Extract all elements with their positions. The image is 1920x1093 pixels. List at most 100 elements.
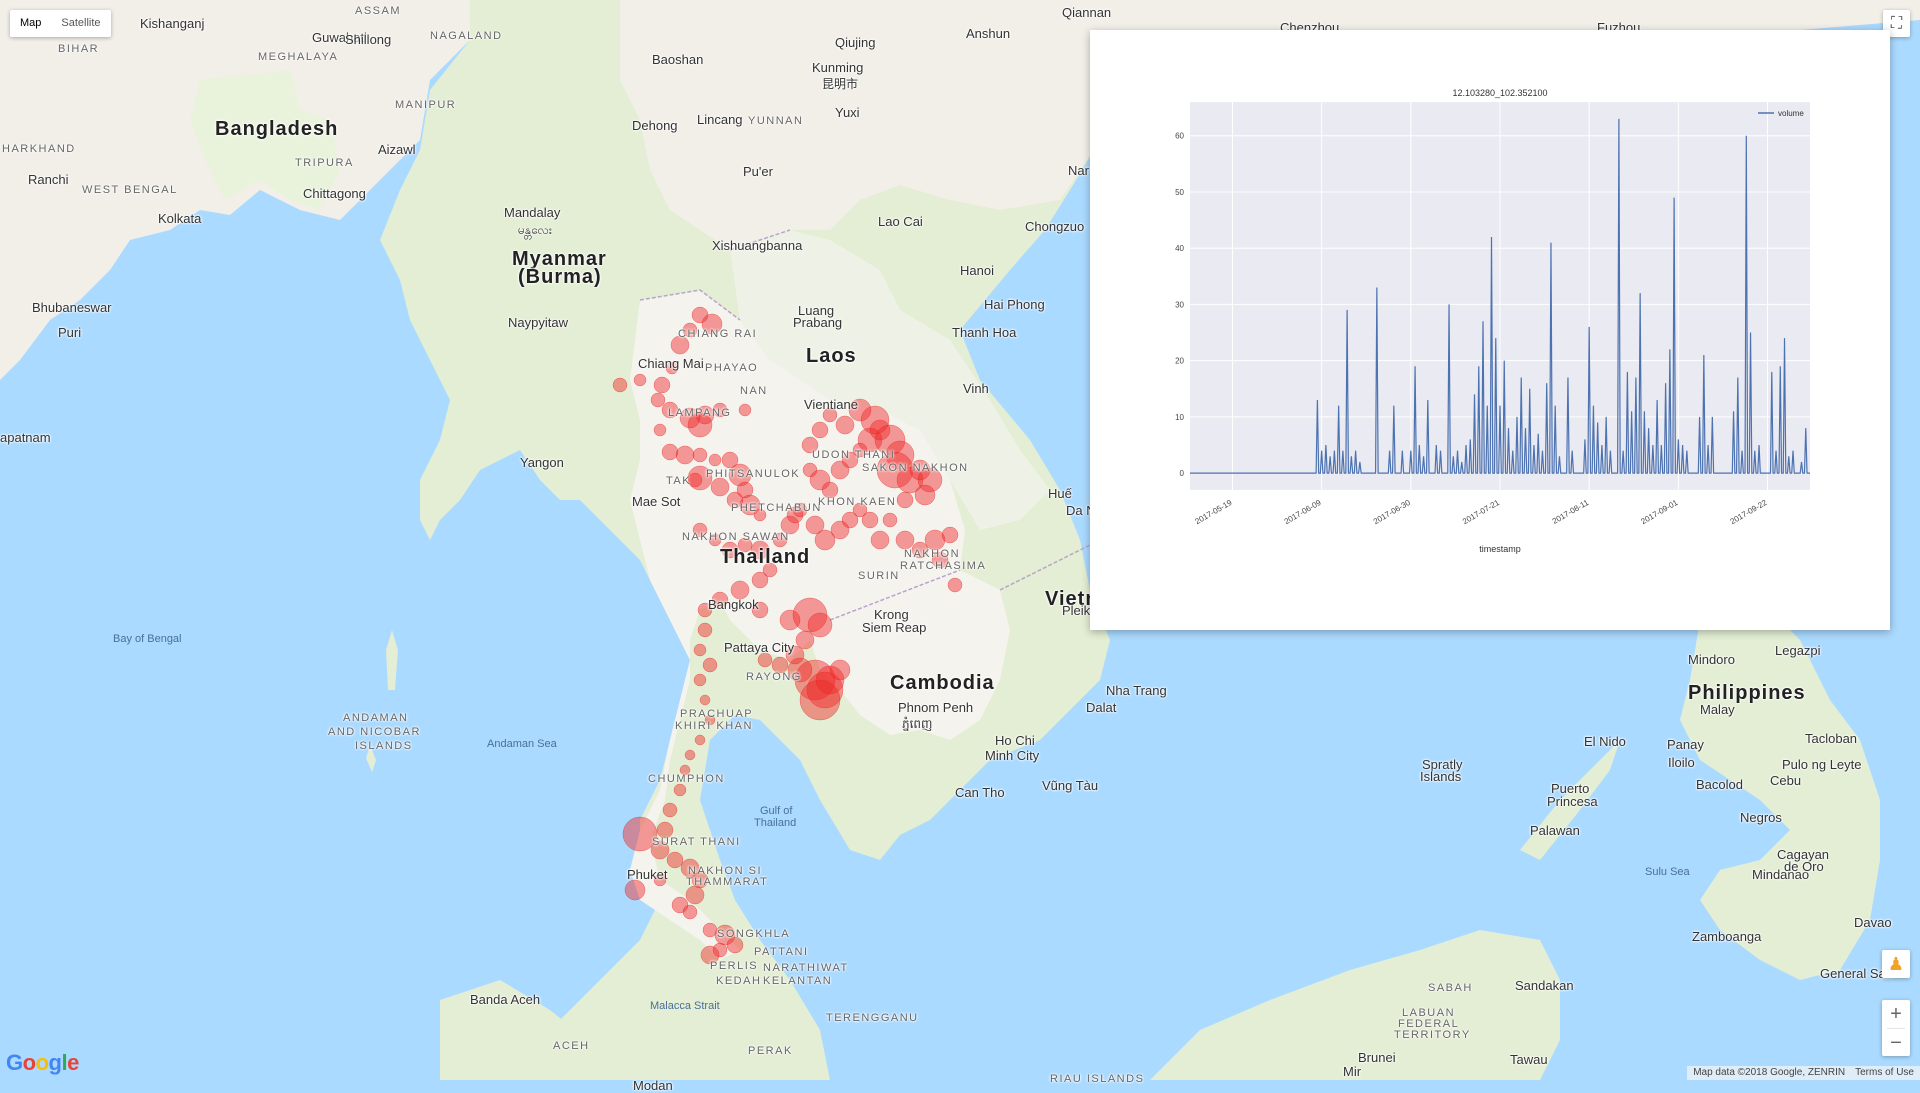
data-bubble[interactable]	[896, 466, 924, 494]
data-bubble[interactable]	[751, 571, 769, 589]
street-view-button[interactable]: ♟	[1882, 950, 1910, 978]
data-bubble[interactable]	[650, 840, 670, 860]
data-bubble[interactable]	[841, 451, 859, 469]
data-bubble[interactable]	[653, 376, 671, 394]
data-bubble[interactable]	[861, 511, 879, 529]
data-bubble[interactable]	[656, 821, 674, 839]
data-bubble[interactable]	[711, 591, 729, 609]
data-bubble[interactable]	[780, 515, 800, 535]
data-bubble[interactable]	[682, 904, 698, 920]
data-bubble[interactable]	[726, 936, 744, 954]
data-bubble[interactable]	[895, 530, 915, 550]
data-bubble[interactable]	[841, 511, 859, 529]
data-bubble[interactable]	[661, 401, 679, 419]
data-bubble[interactable]	[882, 512, 898, 528]
data-bubble[interactable]	[633, 373, 647, 387]
data-bubble[interactable]	[622, 816, 658, 852]
data-bubble[interactable]	[772, 532, 788, 548]
data-bubble[interactable]	[911, 541, 929, 559]
data-bubble[interactable]	[702, 922, 718, 938]
data-bubble[interactable]	[682, 322, 698, 338]
data-bubble[interactable]	[700, 945, 720, 965]
data-bubble[interactable]	[757, 652, 773, 668]
data-bubble[interactable]	[896, 491, 914, 509]
data-bubble[interactable]	[666, 851, 684, 869]
data-bubble[interactable]	[702, 657, 718, 673]
data-bubble[interactable]	[687, 465, 713, 491]
data-bubble[interactable]	[914, 484, 936, 506]
data-bubble[interactable]	[673, 783, 687, 797]
data-bubble[interactable]	[751, 601, 769, 619]
data-bubble[interactable]	[795, 630, 815, 650]
map-type-control[interactable]: Map Satellite	[10, 10, 111, 37]
data-bubble[interactable]	[675, 445, 695, 465]
data-bubble[interactable]	[687, 412, 713, 438]
data-bubble[interactable]	[693, 643, 707, 657]
data-bubble[interactable]	[792, 502, 808, 518]
map-type-satellite-button[interactable]: Satellite	[61, 17, 101, 29]
data-bubble[interactable]	[710, 477, 730, 497]
data-bubble[interactable]	[941, 526, 959, 544]
data-bubble[interactable]	[848, 398, 872, 422]
data-bubble[interactable]	[712, 402, 728, 418]
data-bubble[interactable]	[807, 612, 833, 638]
data-bubble[interactable]	[693, 673, 707, 687]
zoom-out-button[interactable]: −	[1890, 1032, 1902, 1054]
data-bubble[interactable]	[771, 656, 789, 674]
data-bubble[interactable]	[822, 407, 838, 423]
data-bubble[interactable]	[805, 515, 825, 535]
data-bubble[interactable]	[852, 502, 868, 518]
data-bubble[interactable]	[931, 551, 949, 569]
data-bubble[interactable]	[697, 602, 713, 618]
data-bubble[interactable]	[814, 529, 836, 551]
data-bubble[interactable]	[947, 577, 963, 593]
data-bubble[interactable]	[924, 529, 946, 551]
data-bubble[interactable]	[801, 436, 819, 454]
zoom-in-button[interactable]: +	[1890, 1003, 1902, 1025]
data-bubble[interactable]	[692, 447, 708, 463]
terms-link[interactable]: Terms of Use	[1855, 1067, 1914, 1078]
data-bubble[interactable]	[762, 562, 778, 578]
data-bubble[interactable]	[691, 871, 709, 889]
data-bubble[interactable]	[650, 392, 666, 408]
data-bubble[interactable]	[799, 679, 841, 721]
data-bubble[interactable]	[874, 424, 906, 456]
data-bubble[interactable]	[821, 481, 839, 499]
data-bubble[interactable]	[815, 665, 845, 695]
data-bubble[interactable]	[736, 481, 754, 499]
data-bubble[interactable]	[684, 749, 696, 761]
data-bubble[interactable]	[612, 377, 628, 393]
data-bubble[interactable]	[661, 443, 679, 461]
data-bubble[interactable]	[721, 451, 739, 469]
data-bubble[interactable]	[726, 491, 744, 509]
data-bubble[interactable]	[835, 415, 855, 435]
data-bubble[interactable]	[728, 463, 752, 487]
data-bubble[interactable]	[811, 421, 829, 439]
data-bubble[interactable]	[708, 453, 722, 467]
data-bubble[interactable]	[721, 541, 739, 559]
data-bubble[interactable]	[809, 469, 831, 491]
data-bubble[interactable]	[802, 462, 818, 478]
data-bubble[interactable]	[860, 405, 890, 435]
data-bubble[interactable]	[694, 734, 706, 746]
data-bubble[interactable]	[730, 580, 750, 600]
data-bubble[interactable]	[653, 423, 667, 437]
data-bubble[interactable]	[785, 645, 805, 665]
data-bubble[interactable]	[670, 335, 690, 355]
google-logo[interactable]: Google	[6, 1050, 79, 1075]
data-bubble[interactable]	[876, 451, 914, 489]
data-bubble[interactable]	[665, 361, 679, 375]
data-bubble[interactable]	[695, 405, 715, 425]
data-bubble[interactable]	[737, 537, 753, 553]
data-bubble[interactable]	[852, 442, 868, 458]
data-bubble[interactable]	[691, 306, 709, 324]
data-bubble[interactable]	[671, 896, 689, 914]
data-bubble[interactable]	[869, 419, 891, 441]
data-bubble[interactable]	[679, 764, 691, 776]
data-bubble[interactable]	[624, 879, 646, 901]
data-bubble[interactable]	[712, 942, 728, 958]
data-bubble[interactable]	[662, 802, 678, 818]
data-bubble[interactable]	[779, 609, 801, 631]
data-bubble[interactable]	[680, 858, 700, 878]
data-bubble[interactable]	[738, 403, 752, 417]
